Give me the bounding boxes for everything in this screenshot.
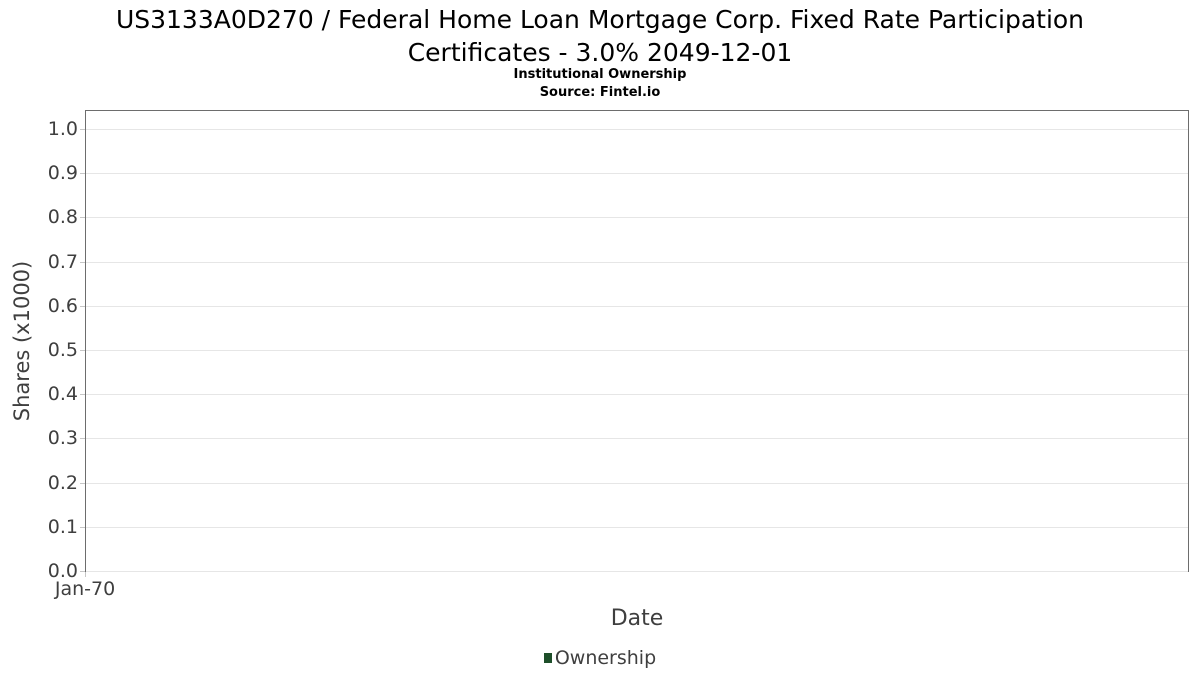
y-tick-label: 1.0: [47, 118, 78, 140]
x-tick-label: Jan-70: [54, 578, 116, 600]
gridline: [86, 350, 1188, 351]
y-tick-label: 0.2: [47, 472, 78, 494]
legend: Ownership: [0, 644, 1200, 672]
gridline: [86, 394, 1188, 395]
y-tick-mark: [80, 571, 85, 572]
y-tick-mark: [80, 173, 85, 174]
y-tick-label: 0.0: [47, 560, 78, 582]
gridline: [86, 217, 1188, 218]
chart-title: US3133A0D270 / Federal Home Loan Mortgag…: [0, 3, 1200, 69]
y-tick-mark: [80, 129, 85, 130]
y-tick-mark: [80, 483, 85, 484]
chart-subtitle: Institutional Ownership: [513, 67, 687, 82]
plot-area: [85, 110, 1189, 572]
gridline: [86, 571, 1188, 572]
y-tick-label: 0.3: [47, 427, 78, 449]
gridline: [86, 306, 1188, 307]
gridline: [86, 129, 1188, 130]
y-tick-label: 0.8: [47, 206, 78, 228]
gridline: [86, 483, 1188, 484]
legend-marker-square-icon: [543, 653, 552, 663]
chart-title-line-2: Certificates - 3.0% 2049-12-01: [407, 38, 793, 67]
gridline: [86, 262, 1188, 263]
gridline: [86, 173, 1188, 174]
x-axis-label: Date: [610, 606, 664, 631]
y-tick-label: 0.6: [47, 295, 78, 317]
y-tick-mark: [80, 306, 85, 307]
y-tick-mark: [80, 527, 85, 528]
legend-label: Ownership: [554, 647, 657, 669]
y-tick-label: 0.7: [47, 251, 78, 273]
chart-source: Source: Fintel.io: [539, 85, 661, 100]
y-tick-label: 0.5: [47, 339, 78, 361]
y-tick-mark: [80, 350, 85, 351]
y-tick-label: 0.9: [47, 162, 78, 184]
y-tick-label: 0.4: [47, 383, 78, 405]
y-tick-mark: [80, 438, 85, 439]
y-tick-mark: [80, 262, 85, 263]
chart-title-line-1: US3133A0D270 / Federal Home Loan Mortgag…: [115, 5, 1085, 34]
gridline: [86, 438, 1188, 439]
gridline: [86, 527, 1188, 528]
y-tick-mark: [80, 217, 85, 218]
x-tick-mark: [85, 572, 86, 577]
y-tick-mark: [80, 394, 85, 395]
y-tick-label: 0.1: [47, 516, 78, 538]
